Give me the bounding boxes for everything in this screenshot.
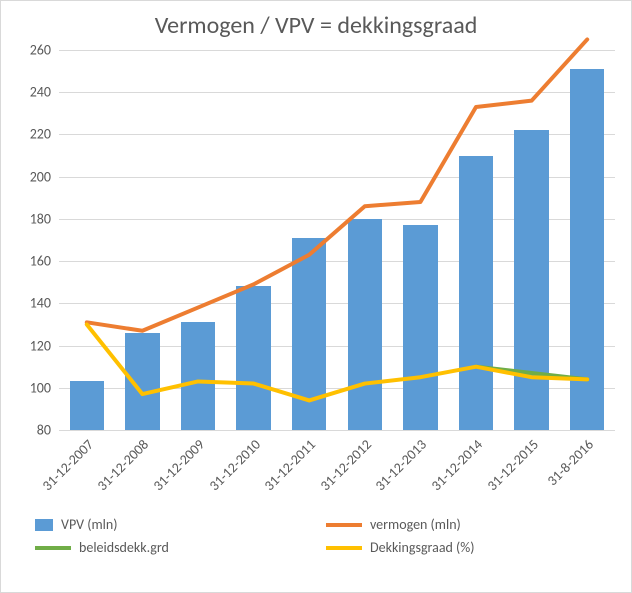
line-dekkingsgraad-(%) [87,324,587,400]
y-tick-label: 220 [30,126,51,143]
line-vermogen-(mln) [87,39,587,330]
x-tick-label: 31-12-2007 [39,436,97,494]
legend-item: VPV (mln) [35,516,326,533]
plot-area: 80100120140160180200220240260 [59,50,615,430]
y-tick-label: 160 [30,253,51,270]
y-tick-label: 180 [30,210,51,227]
x-tick-label: 31-12-2013 [372,436,430,494]
x-tick-label: 31-12-2015 [483,436,541,494]
x-tick-label: 31-12-2012 [317,436,375,494]
legend-bar-swatch [35,519,53,531]
legend-line-swatch [326,546,362,550]
y-tick-label: 120 [30,337,51,354]
legend-label: VPV (mln) [61,516,117,533]
legend-item: Dekkingsgraad (%) [326,539,617,556]
y-tick-label: 140 [30,295,51,312]
chart-container: Vermogen / VPV = dekkingsgraad 801001201… [0,0,632,593]
legend-label: Dekkingsgraad (%) [370,539,475,556]
x-tick-label: 31-12-2008 [94,436,152,494]
x-axis: 31-12-200731-12-200831-12-200931-12-2010… [59,430,615,510]
x-tick-label: 31-12-2014 [428,436,486,494]
legend-line-swatch [326,523,362,527]
legend-item: vermogen (mln) [326,516,617,533]
y-tick-label: 200 [30,168,51,185]
x-tick-label: 31-12-2011 [261,436,319,494]
x-tick-label: 31-12-2010 [205,436,263,494]
legend-label: beleidsdekk.grd [79,539,169,556]
y-tick-label: 80 [37,422,51,439]
legend-item: beleidsdekk.grd [35,539,326,556]
y-tick-label: 260 [30,42,51,59]
legend-label: vermogen (mln) [370,516,461,533]
x-tick-label: 31-8-2016 [544,436,597,489]
y-tick-label: 240 [30,84,51,101]
y-tick-label: 100 [30,379,51,396]
legend-line-swatch [35,546,71,550]
x-tick-label: 31-12-2009 [150,436,208,494]
chart-title: Vermogen / VPV = dekkingsgraad [15,11,617,40]
lines-layer [59,50,615,430]
legend: VPV (mln) vermogen (mln) beleidsdekk.grd De… [35,516,617,562]
y-axis: 80100120140160180200220240260 [15,50,55,430]
